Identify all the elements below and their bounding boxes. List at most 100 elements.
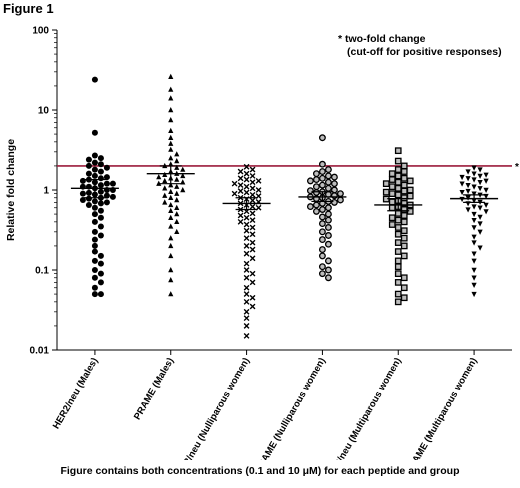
data-point: [318, 236, 326, 244]
data-point: [400, 174, 408, 182]
data-point: [180, 166, 186, 172]
data-point: [243, 250, 250, 257]
data-point: [168, 201, 174, 208]
data-point: [79, 190, 86, 197]
data-point: [162, 185, 168, 191]
data-point: [330, 173, 338, 181]
data-point: [85, 195, 92, 202]
x-tick-label: HER2/neu (Multiparous women): [323, 356, 404, 460]
data-point: [91, 166, 98, 173]
data-point: [394, 239, 402, 246]
data-point: [318, 181, 326, 189]
data-point: [324, 240, 332, 248]
data-point: [91, 228, 98, 235]
data-point: [336, 196, 344, 204]
data-point: [324, 274, 332, 282]
data-point: [465, 182, 471, 189]
data-point: [168, 73, 174, 80]
data-point: [168, 207, 174, 213]
data-point: [91, 257, 98, 264]
data-point: [243, 243, 250, 249]
data-point: [394, 279, 402, 286]
data-point: [168, 276, 174, 283]
data-point: [237, 175, 244, 182]
data-point: [483, 209, 489, 215]
data-point: [465, 169, 471, 175]
data-point: [477, 167, 483, 173]
y-axis-label: Relative fold change: [5, 139, 17, 241]
x-tick-label: PRAME (Multiparous women): [404, 356, 480, 460]
data-point: [312, 170, 320, 178]
data-point: [97, 155, 104, 162]
data-point: [243, 189, 250, 196]
figure-label: Figure 1: [3, 1, 54, 16]
data-point: [312, 207, 320, 215]
data-point: [97, 291, 104, 298]
data-point: [400, 252, 408, 260]
data-point: [174, 164, 180, 170]
data-point: [471, 234, 477, 240]
data-point: [483, 202, 489, 208]
data-point: [243, 315, 250, 322]
data-point: [168, 86, 174, 92]
data-point: [400, 284, 408, 292]
data-point: [168, 267, 174, 273]
data-point: [249, 231, 256, 238]
data-point: [483, 172, 489, 178]
y-tick-label: 0.1: [35, 266, 49, 277]
data-point: [168, 161, 174, 167]
data-point: [91, 267, 98, 273]
data-point: [91, 274, 98, 281]
data-point: [168, 242, 174, 249]
data-point: [471, 240, 477, 246]
data-point: [91, 198, 98, 205]
data-point: [388, 221, 396, 228]
data-point: [318, 228, 326, 236]
data-point: [237, 168, 244, 175]
data-point: [312, 176, 320, 184]
data-point: [168, 140, 174, 146]
data-point: [243, 260, 250, 267]
data-point: [97, 214, 104, 221]
data-point: [394, 290, 402, 298]
data-point: [459, 196, 465, 203]
data-point: [465, 188, 471, 195]
data-point: [465, 176, 471, 182]
data-point: [249, 255, 256, 262]
data-point: [406, 192, 414, 200]
data-point: [174, 228, 180, 235]
data-point: [388, 214, 396, 222]
data-point: [243, 235, 250, 242]
data-point: [465, 207, 471, 213]
data-point: [168, 95, 174, 101]
data-point: [324, 266, 332, 274]
data-point: [97, 200, 104, 207]
data-point: [91, 284, 98, 291]
data-point: [243, 323, 250, 329]
data-point: [394, 178, 402, 186]
data-point: [324, 257, 332, 265]
data-point: [97, 175, 104, 182]
data-point: [388, 170, 396, 178]
data-point: [249, 210, 256, 217]
data-point: [85, 201, 92, 208]
data-point: [394, 263, 402, 271]
data-point: [471, 204, 477, 210]
data-point: [249, 217, 256, 224]
data-point: [318, 134, 326, 142]
data-point: [156, 180, 162, 186]
data-point: [162, 192, 168, 198]
data-point: [97, 270, 104, 277]
data-point: [243, 183, 250, 190]
data-point: [477, 214, 483, 220]
data-point: [85, 189, 92, 196]
data-point: [168, 155, 174, 161]
data-point: [471, 171, 477, 177]
data-point: [168, 182, 174, 188]
data-point: [174, 211, 180, 217]
data-point: [394, 270, 402, 278]
data-point: [324, 224, 332, 231]
data-point: [318, 168, 326, 176]
data-point: [477, 229, 483, 235]
data-point: [312, 183, 320, 191]
